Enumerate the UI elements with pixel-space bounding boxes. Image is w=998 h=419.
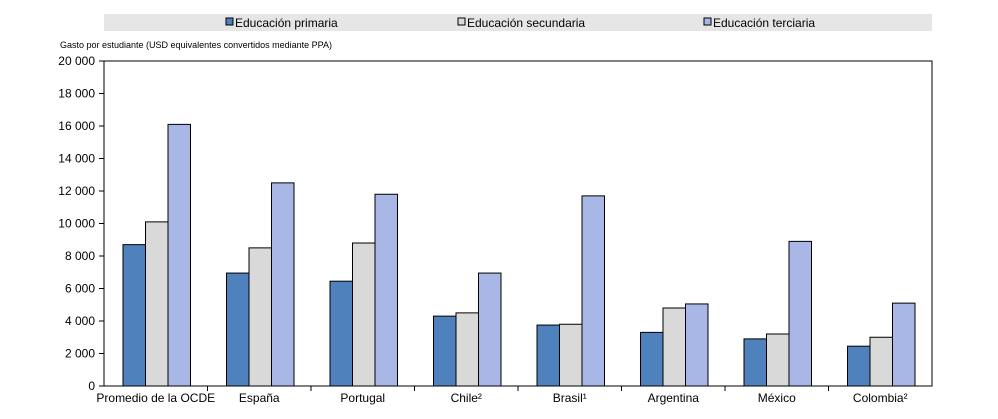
bar-1-2	[271, 182, 295, 387]
y-tick-label: 0	[88, 379, 95, 393]
legend-label-0: Educación primaria	[235, 16, 338, 30]
x-category-label: Promedio de la OCDE	[96, 391, 215, 405]
y-tick-label: 6 000	[65, 282, 95, 296]
legend-swatch-2	[703, 17, 712, 26]
bar-7-2	[892, 302, 916, 387]
bar-2-1	[352, 242, 376, 387]
y-tick-label: 4 000	[65, 314, 95, 328]
bars	[122, 123, 916, 387]
x-category-label: Chile²	[451, 391, 482, 405]
bar-3-2	[478, 272, 502, 387]
legend: Educación primaria Educación secundaria Ed…	[225, 16, 815, 30]
bar-5-1	[662, 307, 686, 387]
y-tick-label: 16 000	[58, 119, 95, 133]
bar-4-2	[581, 195, 605, 387]
x-category-label: Portugal	[340, 391, 385, 405]
y-axis-label: Gasto por estudiante (USD equivalentes c…	[60, 40, 332, 50]
x-category-label: Brasil¹	[553, 391, 587, 405]
bar-6-2	[788, 240, 812, 387]
y-tick-label: 18 000	[58, 87, 95, 101]
y-tick-label: 2 000	[65, 347, 95, 361]
bar-1-0	[226, 272, 250, 387]
bar-0-1	[145, 221, 169, 387]
bar-4-0	[536, 324, 560, 387]
bar-0-2	[167, 123, 191, 387]
bar-2-0	[329, 280, 353, 387]
x-category-label: España	[239, 391, 280, 405]
bar-2-2	[374, 193, 398, 387]
legend-swatch-1	[457, 17, 466, 26]
legend-label-2: Educación terciaria	[713, 16, 815, 30]
y-tick-label: 8 000	[65, 249, 95, 263]
y-tick-label: 10 000	[58, 217, 95, 231]
bar-7-1	[869, 336, 893, 387]
bar-4-1	[559, 323, 583, 387]
y-tick-label: 14 000	[58, 152, 95, 166]
x-category-label: México	[758, 391, 796, 405]
bar-3-1	[455, 312, 479, 387]
legend-background	[104, 14, 932, 31]
bar-6-0	[743, 338, 767, 387]
bar-1-1	[248, 247, 272, 387]
legend-label-1: Educación secundaria	[467, 16, 585, 30]
legend-swatch-0	[225, 17, 234, 26]
bar-0-0	[122, 244, 146, 387]
x-category-label: Colombia²	[853, 391, 908, 405]
bar-6-1	[766, 333, 790, 387]
y-tick-label: 12 000	[58, 184, 95, 198]
bar-5-2	[685, 303, 709, 387]
x-axis: Promedio de la OCDE España Portugal Chile² B…	[96, 386, 908, 405]
x-category-label: Argentina	[648, 391, 700, 405]
bar-7-0	[847, 345, 871, 387]
bar-3-0	[433, 315, 457, 387]
y-axis: 0 2 000 4 000 6 000 8 000 10 000 12 000 14 000 1…	[58, 54, 104, 393]
bar-5-0	[640, 331, 664, 387]
y-tick-label: 20 000	[58, 54, 95, 68]
